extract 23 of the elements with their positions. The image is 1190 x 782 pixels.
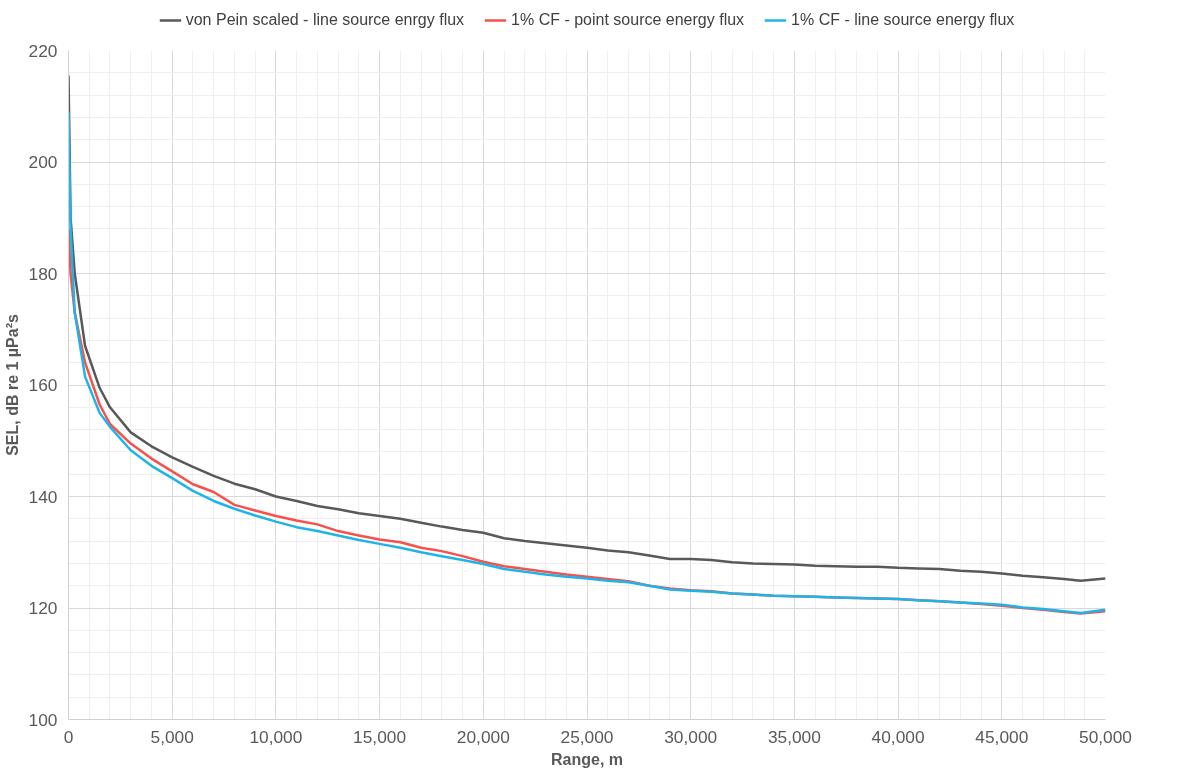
x-tick-label: 25,000 xyxy=(560,726,614,747)
legend-label: 1% CF - point source energy flux xyxy=(511,11,745,29)
x-tick-label: 10,000 xyxy=(249,726,303,747)
x-tick-label: 0 xyxy=(63,726,74,747)
x-tick-label: 45,000 xyxy=(975,726,1029,747)
legend-label: 1% CF - line source energy flux xyxy=(791,11,1015,29)
x-tick-label: 20,000 xyxy=(456,726,510,747)
y-tick-label: 160 xyxy=(28,375,58,395)
legend-label: von Pein scaled - line source enrgy flux xyxy=(185,11,465,29)
y-tick-label: 120 xyxy=(28,598,58,618)
y-tick-label: 140 xyxy=(28,486,58,507)
x-tick-label: 5,000 xyxy=(150,726,194,747)
x-tick-label: 15,000 xyxy=(353,726,407,747)
y-tick-label: 100 xyxy=(28,709,58,730)
x-tick-label: 40,000 xyxy=(871,726,925,747)
x-tick-label: 35,000 xyxy=(767,726,821,747)
x-axis-title: Range, m xyxy=(550,750,624,768)
x-tick-label: 30,000 xyxy=(664,726,718,747)
y-axis-title: SEL, dB re 1 µPa²s xyxy=(3,314,21,456)
x-tick-label: 50,000 xyxy=(1079,726,1132,747)
y-tick-label: 180 xyxy=(28,263,58,284)
y-tick-label: 220 xyxy=(28,40,58,61)
y-tick-label: 200 xyxy=(28,152,58,172)
